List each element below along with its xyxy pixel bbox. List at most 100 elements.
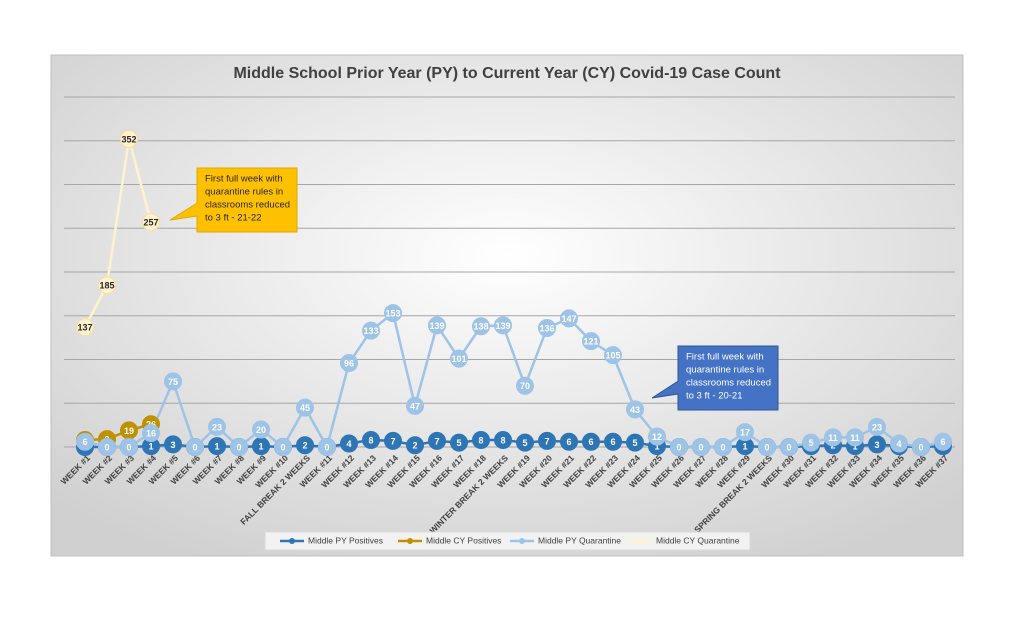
- data-point: [582, 432, 600, 451]
- data-point: [296, 436, 314, 455]
- data-label: 11: [850, 433, 860, 443]
- data-point: [98, 438, 116, 456]
- data-point: [736, 423, 754, 442]
- data-label: 0: [786, 442, 791, 452]
- callout-text: First full week with: [686, 352, 764, 363]
- data-label: 0: [104, 442, 109, 452]
- data-label: 2: [412, 441, 417, 451]
- legend-label: Middle PY Positives: [308, 535, 383, 545]
- data-point: [142, 213, 160, 232]
- data-point: [802, 433, 820, 452]
- data-point: [98, 276, 116, 295]
- data-point: [450, 433, 468, 452]
- data-point: [934, 432, 952, 451]
- data-point: [516, 376, 534, 395]
- data-label: 6: [566, 437, 571, 447]
- data-point: [670, 438, 688, 456]
- data-point: [538, 319, 556, 337]
- data-label: 8: [478, 435, 483, 445]
- data-label: 3: [170, 440, 175, 450]
- data-point: [604, 432, 622, 451]
- callout-text: to 3 ft - 20-21: [686, 391, 743, 402]
- data-point: [560, 432, 578, 451]
- data-label: 1: [214, 442, 219, 452]
- callout-text: classrooms reduced: [686, 378, 771, 389]
- data-label: 153: [385, 309, 400, 319]
- data-label: 4: [346, 439, 351, 449]
- data-point: [604, 346, 622, 365]
- data-point: [692, 438, 710, 456]
- data-label: 352: [121, 134, 136, 144]
- data-point: [758, 438, 776, 456]
- callout-box: [651, 345, 779, 411]
- callout: First full week with quarantine rules in c…: [169, 167, 298, 233]
- data-label: 4: [896, 439, 901, 449]
- data-label: 3: [874, 440, 879, 450]
- legend-label: Middle CY Quarantine: [656, 535, 740, 545]
- data-label: 75: [168, 377, 178, 387]
- data-label: 137: [77, 323, 92, 333]
- data-point: [76, 432, 94, 451]
- chart-area: [50, 54, 964, 557]
- data-point: [428, 316, 446, 335]
- data-label: 16: [146, 428, 156, 438]
- data-label: 20: [256, 425, 266, 435]
- data-point: [560, 309, 578, 328]
- legend-marker: [407, 538, 413, 544]
- data-label: 257: [143, 218, 158, 228]
- data-point: [186, 438, 204, 456]
- data-label: 0: [676, 442, 681, 452]
- series-line: [83, 138, 153, 328]
- data-label: 1: [742, 442, 747, 452]
- data-label: 6: [82, 437, 87, 447]
- data-label: 7: [434, 436, 439, 446]
- data-point: [164, 372, 182, 391]
- data-label: 0: [236, 442, 241, 452]
- series-line: [84, 423, 152, 442]
- data-point: [516, 433, 534, 452]
- data-label: 0: [720, 442, 725, 452]
- callout-text: quarantine rules in: [205, 187, 283, 198]
- data-label: 11: [828, 433, 838, 443]
- data-label: 105: [605, 351, 620, 361]
- callout: First full week with quarantine rules in c…: [651, 345, 779, 411]
- callout-text: classrooms reduced: [205, 200, 290, 211]
- data-label: 5: [808, 438, 813, 448]
- data-point: [472, 317, 490, 336]
- data-label: 1: [654, 442, 659, 452]
- data-label: 17: [740, 428, 750, 438]
- callout-text: quarantine rules in: [686, 365, 764, 376]
- data-point: [890, 434, 908, 453]
- data-label: 43: [630, 405, 640, 415]
- data-label: 5: [456, 438, 461, 448]
- data-label: 0: [918, 442, 923, 452]
- data-point: [824, 428, 842, 447]
- callout-text: to 3 ft - 21-22: [205, 213, 262, 224]
- data-point: [384, 431, 402, 450]
- data-label: 1: [852, 442, 857, 452]
- data-point: [384, 304, 402, 323]
- data-point: [472, 431, 490, 449]
- data-point: [230, 438, 248, 456]
- data-point: [208, 417, 226, 436]
- data-point: [252, 420, 270, 439]
- data-point: [406, 396, 424, 415]
- data-point: [142, 424, 160, 442]
- data-label: 147: [561, 314, 576, 324]
- data-point: [494, 431, 512, 449]
- data-point: [538, 431, 556, 450]
- data-label: 0: [764, 442, 769, 452]
- legend-marker: [637, 538, 643, 544]
- data-label: 5: [522, 438, 527, 448]
- callout-text: First full week with: [205, 174, 283, 185]
- series-line: [84, 310, 944, 451]
- data-point: [296, 398, 314, 417]
- data-point: [340, 354, 358, 372]
- callout-box: [169, 167, 298, 233]
- data-point: [912, 438, 930, 456]
- data-point: [274, 438, 292, 456]
- data-label: 1: [148, 442, 153, 452]
- data-label: 6: [588, 437, 593, 447]
- data-label: 133: [363, 326, 378, 336]
- data-label: 5: [632, 438, 637, 448]
